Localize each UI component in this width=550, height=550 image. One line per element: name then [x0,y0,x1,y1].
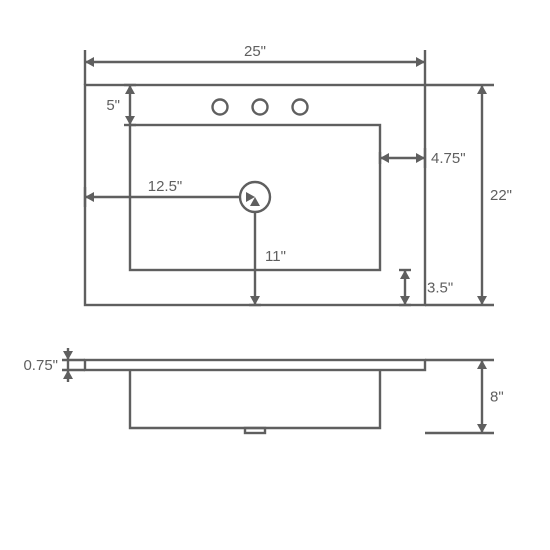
faucet-hole-0 [213,100,228,115]
arrow-head [85,57,94,67]
dim-12-5: 12.5" [85,178,255,207]
dim-12-5-label: 12.5" [148,178,183,195]
arrow-head [477,85,487,94]
dim-3-5-label: 3.5" [427,280,453,297]
arrow-head [416,153,425,163]
dim-25: 25" [85,43,425,67]
dim-11-label: 11" [265,248,286,265]
faucet-hole-2 [293,100,308,115]
technical-drawing: 25" 22" 8" 5" 12.5" 4.75" 11" 3.5" 0.75" [23,43,512,433]
arrow-head [416,57,425,67]
arrow-head [477,360,487,369]
faucet-hole-1 [253,100,268,115]
arrow-head [477,296,487,305]
dim-5: 5" [106,85,136,125]
dim-0-75-label: 0.75" [23,357,58,374]
dim-8-label: 8" [490,389,504,406]
arrow-head [400,296,410,305]
arrow-head [85,192,94,202]
dim-5-label: 5" [106,97,120,114]
dim-8: 8" [477,360,504,433]
arrow-head [125,116,135,125]
dim-4-75-label: 4.75" [431,150,466,167]
arrow-head [63,370,73,379]
side-view-bowl [130,370,380,428]
arrow-head [125,85,135,94]
dim-11: 11" [249,197,286,305]
arrow-head [400,270,410,279]
arrow-head [380,153,389,163]
arrow-head [63,351,73,360]
dim-0-75: 0.75" [23,348,85,382]
dim-25-label: 25" [244,43,266,60]
arrow-head [250,296,260,305]
side-view-drain [245,428,265,433]
dim-4-75: 4.75" [380,148,466,168]
arrow-head [477,424,487,433]
dim-22: 22" [477,85,512,305]
side-view-counter [85,360,425,370]
dim-22-label: 22" [490,187,512,204]
